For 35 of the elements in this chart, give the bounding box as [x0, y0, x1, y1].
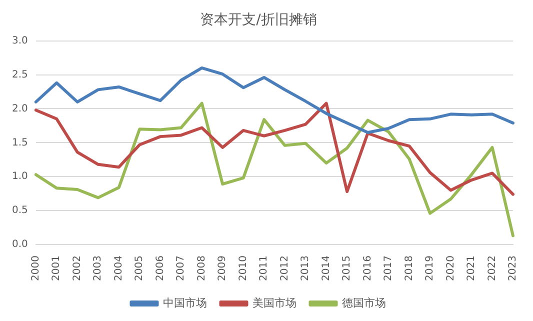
- y-tick-label: 0.5: [12, 205, 28, 216]
- x-tick-label: 2011: [258, 256, 270, 282]
- y-tick-label: 2.5: [12, 69, 28, 80]
- x-tick-label: 2006: [154, 256, 166, 282]
- legend-label: 德国市场: [342, 296, 386, 310]
- x-tick-label: 2018: [404, 256, 415, 282]
- legend-label: 中国市场: [162, 296, 207, 310]
- legend-label: 美国市场: [252, 296, 296, 310]
- x-tick-label: 2001: [51, 256, 62, 282]
- x-tick-label: 2000: [30, 256, 42, 282]
- x-tick-label: 2013: [300, 256, 312, 282]
- x-tick-label: 2009: [217, 256, 228, 282]
- x-tick-label: 2010: [238, 256, 249, 282]
- x-tick-label: 2021: [466, 256, 478, 282]
- chart-title: 资本开支/折旧摊销: [200, 12, 317, 28]
- x-tick-label: 2008: [196, 256, 208, 282]
- y-tick-label: 2.0: [12, 103, 28, 114]
- x-tick-label: 2023: [508, 256, 519, 282]
- x-tick-label: 2019: [424, 256, 436, 282]
- x-tick-label: 2016: [362, 256, 374, 282]
- y-tick-label: 0.0: [12, 239, 28, 250]
- x-tick-label: 2004: [113, 256, 124, 282]
- y-tick-label: 1.0: [12, 171, 28, 182]
- x-tick-label: 2015: [342, 256, 353, 282]
- x-tick-label: 2012: [279, 256, 290, 282]
- x-tick-label: 2017: [383, 256, 394, 282]
- x-tick-label: 2005: [134, 256, 146, 282]
- x-tick-label: 2002: [72, 256, 83, 282]
- y-tick-label: 1.5: [12, 137, 28, 148]
- x-tick-label: 2022: [486, 256, 498, 282]
- y-tick-label: 3.0: [12, 35, 28, 46]
- x-tick-label: 2020: [445, 256, 456, 282]
- x-tick-label: 2007: [176, 256, 187, 282]
- x-tick-label: 2003: [92, 256, 104, 282]
- x-tick-label: 2014: [320, 256, 332, 282]
